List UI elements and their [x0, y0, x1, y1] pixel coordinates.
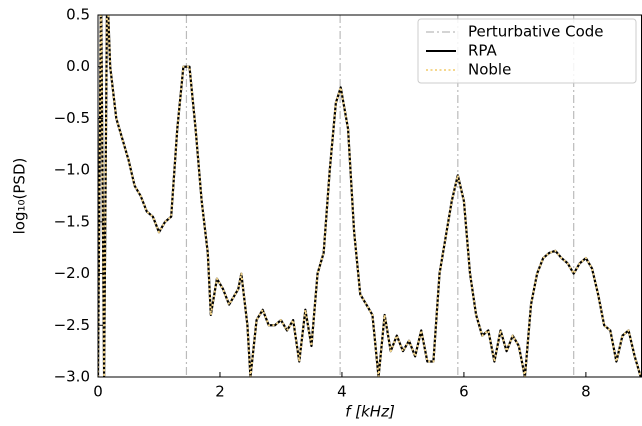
x-axis-label: f [kHz]	[345, 403, 395, 421]
legend-label: Noble	[468, 61, 511, 79]
y-tick-label: −0.5	[54, 109, 90, 127]
x-tick-label: 8	[581, 383, 591, 401]
y-tick-label: −2.5	[54, 316, 90, 334]
y-tick-label: 0.0	[66, 57, 90, 75]
y-tick-label: −1.5	[54, 212, 90, 230]
x-tick-label: 6	[459, 383, 469, 401]
y-tick-label: −2.0	[54, 264, 90, 282]
y-tick-label: −1.0	[54, 161, 90, 179]
data-line	[98, 15, 642, 377]
x-tick-label: 0	[93, 383, 103, 401]
y-axis-label: log₁₀(PSD)	[11, 158, 29, 235]
legend-label: RPA	[468, 42, 498, 60]
x-tick-label: 2	[215, 383, 225, 401]
legend-box	[417, 18, 637, 84]
y-tick-label: 0.5	[66, 6, 90, 24]
y-tick-label: −3.0	[54, 368, 90, 386]
x-tick-label: 4	[337, 383, 347, 401]
legend-label: Perturbative Code	[468, 23, 604, 41]
